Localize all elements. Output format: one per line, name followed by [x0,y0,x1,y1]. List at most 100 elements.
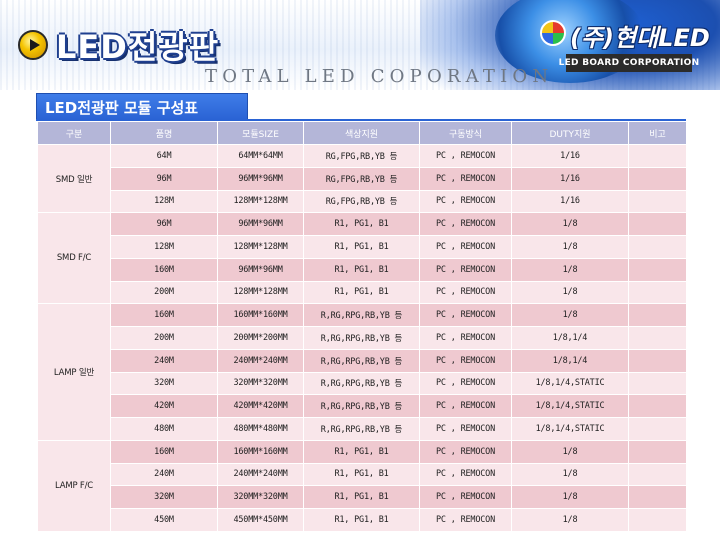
table-cell: R1, PG1, B1 [303,212,420,236]
table-cell: 128MM*128MM [217,189,304,214]
table-cell: 1/8,1/4 [511,348,629,373]
table-cell: PC , REMOCON [419,212,512,236]
table-cell [628,439,687,464]
table-cell [628,280,687,305]
table-row: 128M 128MM*128MM RG,FPG,RB,YB 등 PC , REMOCO… [38,189,687,214]
table-cell: PC , REMOCON [419,394,512,418]
table-cell: 1/8 [511,485,629,509]
brand-circle-icon [540,20,566,46]
table-cell: PC , REMOCON [419,257,512,282]
table-cell: 240MM*240MM [217,462,304,487]
table-row: 96M 96MM*96MM RG,FPG,RB,YB 등 PC , REMOCON 1/… [38,166,687,191]
table-cell: 240M [110,348,218,373]
table-cell: 64MM*64MM [217,144,304,168]
table-cell: 450M [110,508,218,532]
table-cell: R,RG,RPG,RB,YB 등 [303,371,420,396]
table-cell: 64M [110,144,218,168]
column-header: 품명 [110,121,218,145]
play-arrow-icon [18,30,48,60]
table-cell [628,189,687,214]
table-header-row: 구분 품명 모듈SIZE 색상지원 구동방식 DUTY지원 비고 [37,121,687,145]
table-cell: 128M [110,189,218,214]
table-cell: R1, PG1, B1 [303,235,420,259]
table-cell: 1/16 [511,166,629,191]
table-cell: PC , REMOCON [419,348,512,373]
table-cell: 480MM*480MM [217,417,304,441]
table-cell: PC , REMOCON [419,508,512,532]
table-cell: RG,FPG,RB,YB 등 [303,166,420,191]
table-row: 240M 240MM*240MM R,RG,RPG,RB,YB 등 PC , REMO… [38,348,687,373]
brand-name: (주)현대LED [570,24,710,52]
group-label: SMD 일반 [37,143,111,214]
table-cell: PC , REMOCON [419,303,512,327]
table-cell: 1/8 [511,257,629,282]
column-header: 구분 [37,121,111,145]
table-cell: R1, PG1, B1 [303,508,420,532]
table-cell: PC , REMOCON [419,371,512,396]
column-header: 모듈SIZE [217,121,304,145]
table-cell: RG,FPG,RB,YB 등 [303,189,420,214]
table-row: SMD 일반 64M 64MM*64MM RG,FPG,RB,YB 등 PC , REM… [37,143,687,214]
table-cell [628,348,687,373]
table-row: 320M 320MM*320MM R,RG,RPG,RB,YB 등 PC , REMO… [38,371,687,396]
group-label: LAMP 일반 [37,303,111,441]
table-cell: 1/8 [511,303,629,327]
table-cell: 160MM*160MM [217,439,304,464]
table-row: 160M 96MM*96MM R1, PG1, B1 PC , REMOCON 1/8 [38,257,687,282]
table-row: LAMP F/C 160M 160MM*160MM R1, PG1, B1 PC , R… [37,439,687,532]
table-cell: R,RG,RPG,RB,YB 등 [303,417,420,441]
table-cell: 128M [110,235,218,259]
table-row: 420M 420MM*420MM R,RG,RPG,RB,YB 등 PC , REMO… [38,394,687,418]
slide-header: LED전광판 (주)현대LED LED BOARD CORPORATION TO… [0,0,720,90]
table-cell: PC , REMOCON [419,166,512,191]
table-cell [628,144,687,168]
table-cell: 200MM*200MM [217,326,304,350]
table-cell: 96MM*96MM [217,257,304,282]
table-cell: PC , REMOCON [419,235,512,259]
table-cell [628,371,687,396]
table-cell: 1/8 [511,235,629,259]
table-cell: 1/8 [511,508,629,532]
table-cell: 1/8 [511,212,629,236]
group-label: LAMP F/C [37,439,111,532]
section-title: LED전광판 모듈 구성표 [36,93,248,121]
table-cell: 450MM*450MM [217,508,304,532]
table-cell: 1/16 [511,189,629,214]
table-cell [628,235,687,259]
table-cell: PC , REMOCON [419,280,512,305]
table-cell: PC , REMOCON [419,189,512,214]
table-cell: 1/8 [511,439,629,464]
column-header: 비고 [628,121,687,145]
table-cell [628,257,687,282]
table-cell [628,326,687,350]
table-cell: 200M [110,280,218,305]
table-cell: 240MM*240MM [217,348,304,373]
page-title: LED전광판 [56,28,220,66]
table-cell: 1/8 [511,462,629,487]
table-cell: 320MM*320MM [217,485,304,509]
table-cell [628,417,687,441]
table-cell [628,485,687,509]
table-cell: 96MM*96MM [217,166,304,191]
table-cell: R,RG,RPG,RB,YB 등 [303,303,420,327]
module-spec-table: 구분 품명 모듈SIZE 색상지원 구동방식 DUTY지원 비고 SMD 일반 64M 64MM… [37,121,687,532]
table-body: SMD 일반 64M 64MM*64MM RG,FPG,RB,YB 등 PC , REM… [37,143,687,532]
table-cell: RG,FPG,RB,YB 등 [303,144,420,168]
tagline: TOTAL LED COPORATION [205,66,554,87]
column-header: DUTY지원 [511,121,629,145]
table-cell [628,508,687,532]
table-row: 450M 450MM*450MM R1, PG1, B1 PC , REMOCON 1/… [38,508,687,532]
table-cell: PC , REMOCON [419,485,512,509]
title-divider [36,119,686,121]
table-cell: 128MM*128MM [217,280,304,305]
table-cell: 240M [110,462,218,487]
table-cell: 160MM*160MM [217,303,304,327]
table-cell [628,394,687,418]
table-cell: 1/8 [511,280,629,305]
table-cell: 320M [110,371,218,396]
table-cell [628,212,687,236]
table-cell: 1/8,1/4,STATIC [511,417,629,441]
table-cell: R1, PG1, B1 [303,439,420,464]
brand-logo-block: (주)현대LED LED BOARD CORPORATION [540,20,710,76]
table-cell: PC , REMOCON [419,462,512,487]
